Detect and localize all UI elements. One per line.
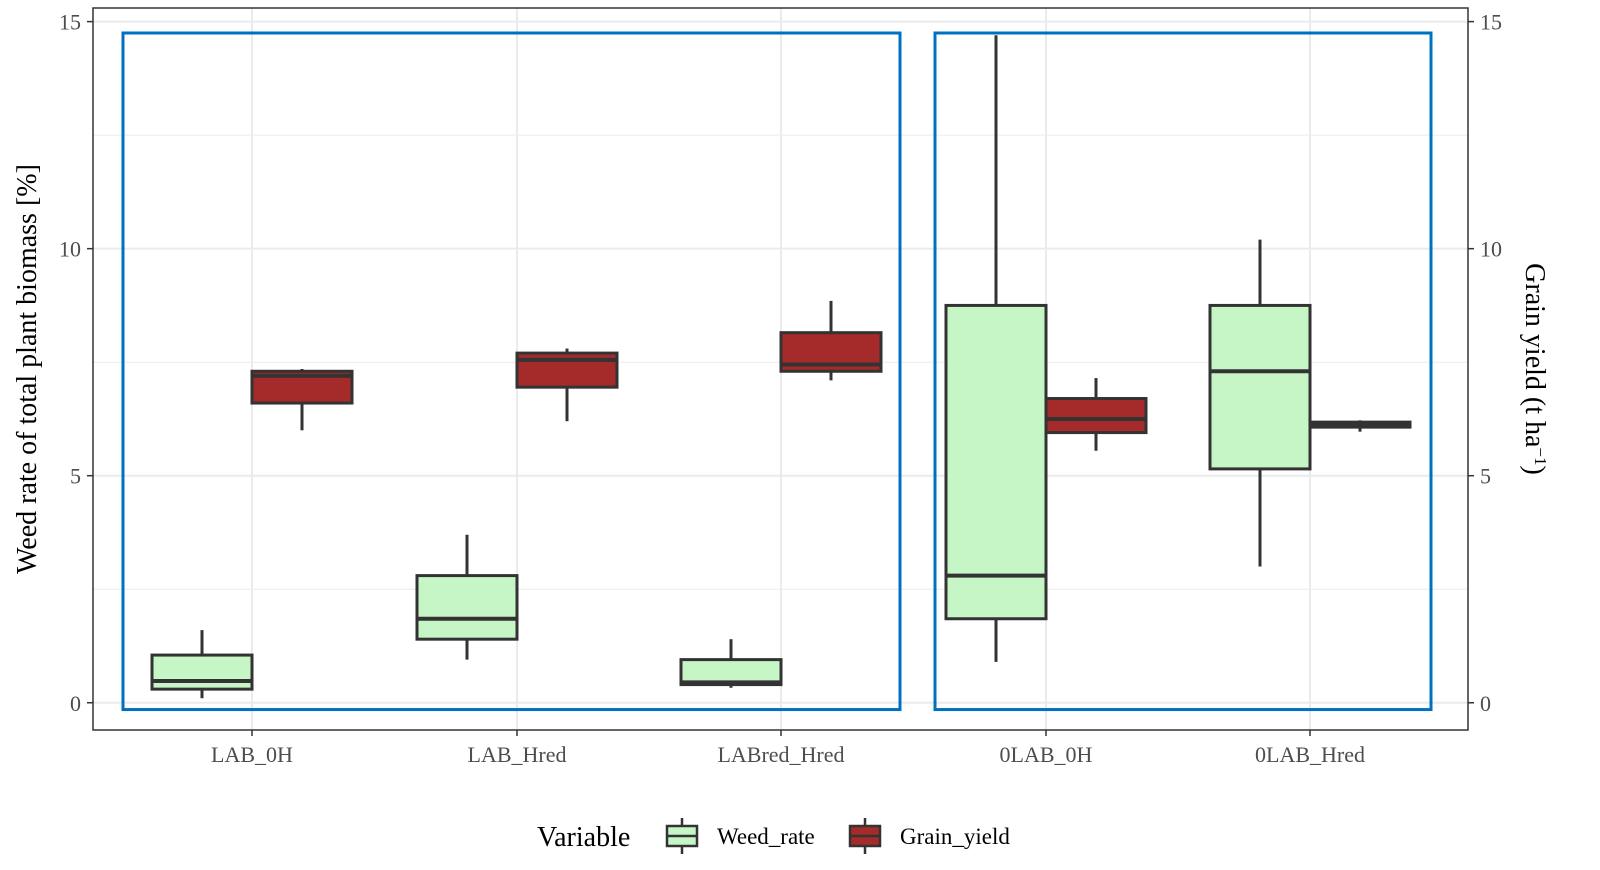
box-grain-yield — [1044, 378, 1148, 451]
legend-title: Variable — [537, 822, 630, 853]
legend-item-weed-rate: Weed_rate — [665, 818, 815, 854]
y-axis-right-label: Grain yield (t ha−1) — [1519, 263, 1551, 475]
y-axis-right-label-superscript: −1 — [1532, 447, 1551, 465]
box-grain-yield — [515, 348, 619, 422]
highlight-frames — [121, 31, 1433, 712]
x-tick-label: 0LAB_Hred — [1255, 742, 1365, 767]
box-series — [150, 35, 1412, 699]
y-axis-right-label-close: ) — [1519, 466, 1550, 475]
y-tick-label-right: 0 — [1480, 691, 1491, 716]
box-grain-yield — [250, 369, 354, 431]
box-grain-yield — [779, 300, 883, 381]
legend-label: Weed_rate — [717, 824, 815, 849]
box-body — [150, 653, 254, 691]
legend-entries: Weed_rate Grain_yield — [665, 818, 1010, 854]
axes: 0 0 5 5 10 10 15 15 LAB_0H LAB_Hred LABred_Hred 0LA… — [59, 10, 1502, 767]
legend-item-grain-yield: Grain_yield — [848, 818, 1010, 854]
box-weed-rate — [150, 630, 254, 699]
y-tick-label-left: 15 — [59, 10, 81, 35]
y-tick-label-right: 15 — [1480, 10, 1502, 35]
box-weed-rate — [1208, 239, 1312, 567]
y-tick-label-right: 10 — [1480, 237, 1502, 262]
box-body — [1044, 397, 1148, 435]
legend-label: Grain_yield — [900, 824, 1010, 849]
box-body — [415, 574, 519, 641]
x-tick-label: LAB_0H — [211, 742, 293, 767]
highlight-frame — [121, 31, 902, 712]
y-tick-label-right: 5 — [1480, 464, 1491, 489]
x-tick-label: LAB_Hred — [468, 742, 567, 767]
box-weed-rate — [415, 534, 519, 660]
box-weed-rate — [944, 35, 1048, 662]
y-tick-label-left: 5 — [70, 464, 81, 489]
highlight-frame — [933, 31, 1433, 712]
legend: Variable Weed_rate Grain_yield — [537, 818, 1010, 854]
y-axis-right-label-base: Grain yield (t ha — [1519, 263, 1550, 448]
x-tick-label: LABred_Hred — [717, 742, 844, 767]
box-body — [944, 303, 1048, 621]
y-tick-label-left: 10 — [59, 237, 81, 262]
box-weed-rate — [679, 639, 783, 688]
y-tick-label-left: 0 — [70, 691, 81, 716]
box-grain-yield — [1308, 420, 1412, 432]
x-tick-label: 0LAB_0H — [1000, 742, 1093, 767]
box-body — [1208, 303, 1312, 471]
y-axis-left-label: Weed rate of total plant biomass [%] — [12, 164, 43, 574]
grid-lines — [93, 8, 1468, 730]
